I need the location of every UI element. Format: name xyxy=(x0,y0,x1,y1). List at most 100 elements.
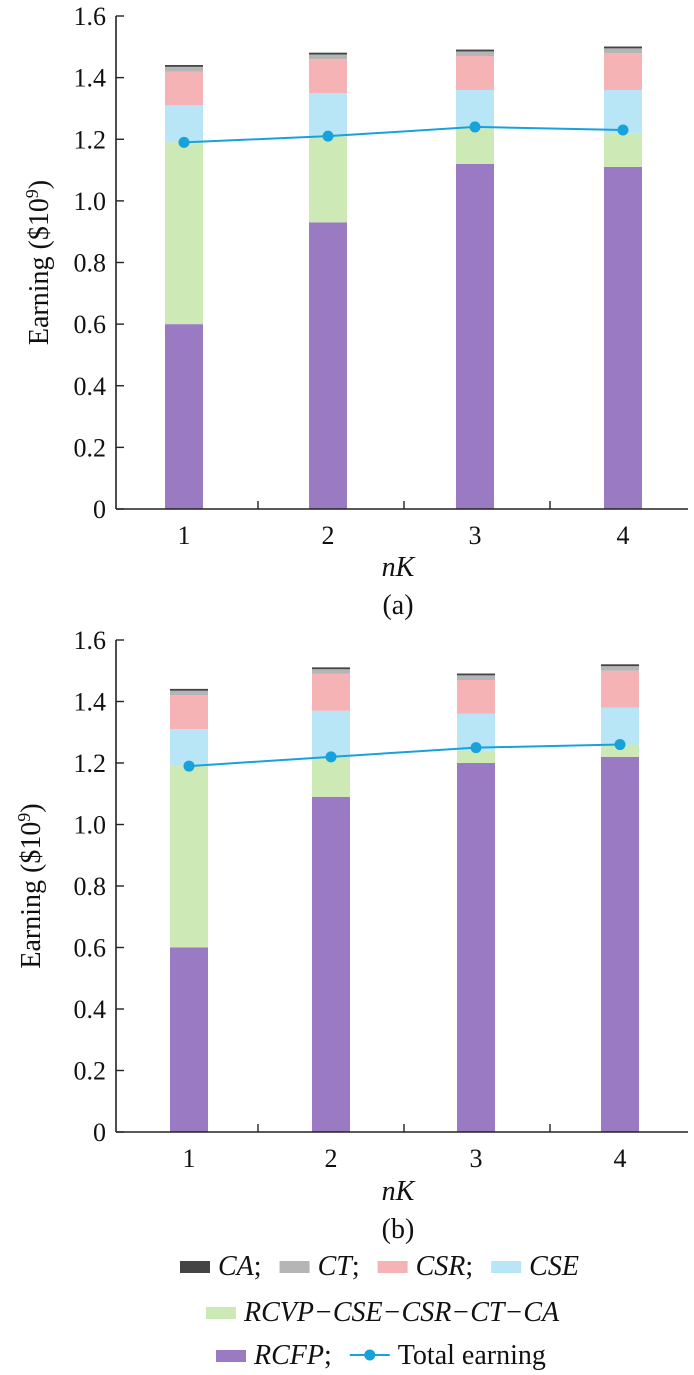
x-tick-label: 3 xyxy=(469,521,482,550)
x-axis-label: nK xyxy=(382,552,416,583)
y-tick-label: 1.2 xyxy=(74,749,107,778)
y-tick-label: 1.4 xyxy=(74,688,107,717)
y-tick-label: 0 xyxy=(93,1118,106,1147)
legend-label-ct: CT; xyxy=(318,1251,360,1282)
bar-csr-2 xyxy=(309,59,347,94)
bar-cse-1 xyxy=(170,729,208,767)
total-earning-line xyxy=(183,125,624,144)
bar-csr-4 xyxy=(601,670,639,708)
bar-csr-3 xyxy=(456,56,494,90)
y-tick-label: 0.4 xyxy=(74,372,107,401)
bar-cse-4 xyxy=(601,707,639,745)
x-axis-label: nK xyxy=(382,1176,416,1207)
bar-rcvp-cse-csr-ct-ca-1 xyxy=(165,142,203,325)
y-tick-label: 0 xyxy=(93,495,106,524)
legend-label-csr: CSR; xyxy=(416,1251,474,1282)
y-tick-label: 1.0 xyxy=(74,811,107,840)
legend-label-cse: CSE xyxy=(529,1251,579,1282)
bar-rcfp-2 xyxy=(309,222,347,509)
bar-ca-2 xyxy=(312,667,350,670)
bar-rcvp-cse-csr-ct-ca-3 xyxy=(456,126,494,164)
bar-rcfp-4 xyxy=(604,166,642,509)
y-axis-label: Earning ($109) xyxy=(14,803,47,968)
y-tick-label: 0.6 xyxy=(74,934,107,963)
bar-rcfp-4 xyxy=(601,756,639,1132)
bar-csr-4 xyxy=(604,52,642,90)
x-tick-label: 2 xyxy=(325,1144,338,1173)
legend-swatch-cse xyxy=(491,1261,522,1273)
bar-rcfp-2 xyxy=(312,796,350,1132)
y-tick-label: 1.6 xyxy=(74,626,107,655)
panel-label: (b) xyxy=(382,1214,415,1245)
bar-ca-4 xyxy=(604,46,642,49)
y-tick-label: 0.8 xyxy=(74,872,107,901)
bar-ct-1 xyxy=(165,66,203,72)
bar-cse-2 xyxy=(312,710,350,757)
y-tick-label: 1.6 xyxy=(74,2,107,31)
y-tick-label: 0.2 xyxy=(74,1057,107,1086)
bar-rcvp-cse-csr-ct-ca-2 xyxy=(309,136,347,223)
y-tick-label: 0.8 xyxy=(74,249,107,278)
x-tick-label: 4 xyxy=(614,1144,627,1173)
y-tick-label: 0.4 xyxy=(74,995,107,1024)
bar-ct-3 xyxy=(456,51,494,57)
total-earning-point-4 xyxy=(617,124,629,136)
legend-label-rcvp-cse-csr-ct-ca: RCVP−CSE−CSR−CT−CA xyxy=(243,1297,560,1328)
bar-csr-1 xyxy=(170,695,208,730)
y-axis-label: Earning ($109) xyxy=(22,180,55,345)
bar-rcfp-3 xyxy=(456,163,494,509)
chart-panel-a: 0 0.2 0.4 0.6 0.8 1.0 1.2 1.4 1.6 1 2 3 4 nK (a) Earnin… xyxy=(22,2,688,621)
bar-ca-2 xyxy=(309,52,347,55)
bar-rcvp-cse-csr-ct-ca-4 xyxy=(601,744,639,757)
bar-csr-2 xyxy=(312,673,350,711)
legend-swatch-ca xyxy=(180,1261,210,1273)
bar-ca-4 xyxy=(601,664,639,667)
legend-marker-total-earning xyxy=(364,1349,376,1361)
y-tick-label: 1.0 xyxy=(74,187,107,216)
legend: CA; CT; CSR; CSE RCVP−CSE−CSR−CT−CA RCFP; Tota… xyxy=(180,1251,579,1371)
y-tick-label: 0.2 xyxy=(74,433,107,462)
bar-cse-1 xyxy=(165,105,203,143)
total-earning-line xyxy=(188,743,621,768)
bar-ca-1 xyxy=(170,688,208,691)
total-earning-point-3 xyxy=(469,121,481,133)
bar-cse-2 xyxy=(309,93,347,137)
total-earning-point-2 xyxy=(322,130,334,142)
chart-panel-b: 0 0.2 0.4 0.6 0.8 1.0 1.2 1.4 1.6 1 2 3 4 nK (b) Earnin… xyxy=(14,626,688,1245)
legend-label-total-earning: Total earning xyxy=(398,1340,546,1371)
bar-rcfp-3 xyxy=(457,763,495,1132)
bar-ct-1 xyxy=(170,690,208,696)
bar-cse-3 xyxy=(456,89,494,127)
y-tick-label: 0.6 xyxy=(74,310,107,339)
bar-rcvp-cse-csr-ct-ca-4 xyxy=(604,133,642,167)
bar-rcfp-1 xyxy=(170,947,208,1132)
x-tick-label: 3 xyxy=(470,1144,483,1173)
bar-rcvp-cse-csr-ct-ca-2 xyxy=(312,756,350,797)
bar-ct-2 xyxy=(309,54,347,60)
bar-rcvp-cse-csr-ct-ca-1 xyxy=(170,766,208,948)
bar-ct-4 xyxy=(604,48,642,53)
legend-swatch-rcvp-cse-csr-ct-ca xyxy=(206,1307,236,1319)
total-earning-point-1 xyxy=(178,136,190,148)
legend-label-rcfp: RCFP; xyxy=(253,1340,332,1371)
legend-swatch-csr xyxy=(377,1261,408,1273)
panel-label: (a) xyxy=(382,590,413,621)
total-earning-point-3 xyxy=(470,742,482,754)
bar-ca-3 xyxy=(457,673,495,676)
y-tick-label: 1.4 xyxy=(74,64,107,93)
legend-label-ca: CA; xyxy=(218,1251,262,1282)
x-tick-label: 2 xyxy=(322,521,335,550)
x-tick-label: 4 xyxy=(617,521,630,550)
bar-csr-1 xyxy=(165,71,203,106)
bar-ct-3 xyxy=(457,675,495,680)
bar-ct-2 xyxy=(312,669,350,674)
legend-swatch-ct xyxy=(279,1261,310,1273)
total-earning-point-1 xyxy=(183,760,195,772)
x-tick-label: 1 xyxy=(178,521,191,550)
y-tick-label: 1.2 xyxy=(74,125,107,154)
bar-csr-3 xyxy=(457,679,495,714)
bar-ca-1 xyxy=(165,64,203,67)
bar-ct-4 xyxy=(601,666,639,671)
bar-rcfp-1 xyxy=(165,324,203,509)
